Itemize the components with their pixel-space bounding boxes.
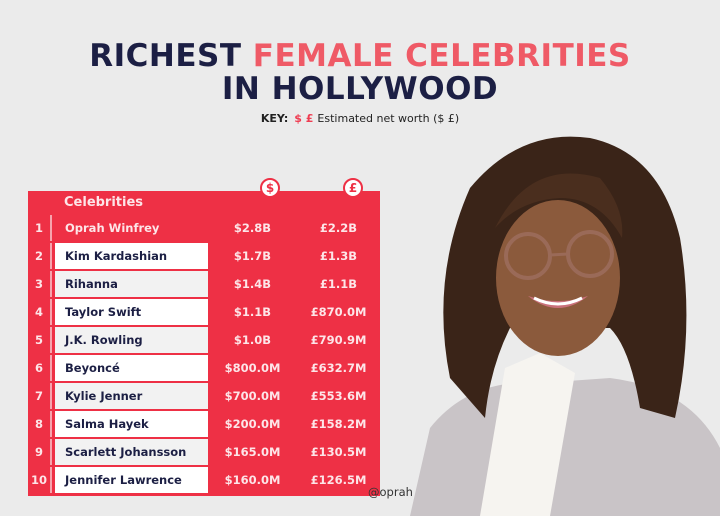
net-worth-gbp: £553.6M <box>297 383 380 409</box>
table-row: 2 Kim Kardashian $1.7B £1.3B <box>28 243 380 269</box>
table-row: 9 Scarlett Johansson $165.0M £130.5M <box>28 439 380 465</box>
rank: 4 <box>28 299 52 325</box>
header-celebrities: Celebrities <box>64 195 144 210</box>
rank: 8 <box>28 411 52 437</box>
table-row: 1 Oprah Winfrey $2.8B £2.2B <box>28 215 380 241</box>
celebrity-name: J.K. Rowling <box>55 327 208 353</box>
portrait-photo <box>410 136 720 516</box>
celebrity-name: Taylor Swift <box>55 299 208 325</box>
title-line-2: IN HOLLYWOOD <box>221 71 499 107</box>
key-label: KEY: <box>260 112 289 125</box>
net-worth-gbp: £1.1B <box>297 271 380 297</box>
celebrity-name: Kim Kardashian <box>55 243 208 269</box>
net-worth-usd: $1.1B <box>211 299 294 325</box>
infographic-title: RICHEST FEMALE CELEBRITIES IN HOLLYWOOD <box>0 40 720 106</box>
table-row: 4 Taylor Swift $1.1B £870.0M <box>28 299 380 325</box>
table-row: 7 Kylie Jenner $700.0M £553.6M <box>28 383 380 409</box>
net-worth-gbp: £2.2B <box>297 215 380 241</box>
table-row: 3 Rihanna $1.4B £1.1B <box>28 271 380 297</box>
rank: 2 <box>28 243 52 269</box>
net-worth-usd: $200.0M <box>211 411 294 437</box>
social-handle: @oprah <box>368 485 413 499</box>
legend-key: KEY: $ £ Estimated net worth ($ £) <box>0 112 720 125</box>
table-row: 10 Jennifer Lawrence $160.0M £126.5M <box>28 467 380 493</box>
net-worth-gbp: £126.5M <box>297 467 380 493</box>
net-worth-usd: $2.8B <box>211 215 294 241</box>
net-worth-usd: $1.7B <box>211 243 294 269</box>
net-worth-gbp: £790.9M <box>297 327 380 353</box>
key-description: Estimated net worth ($ £) <box>317 112 460 125</box>
rank: 3 <box>28 271 52 297</box>
celebrity-name: Kylie Jenner <box>55 383 208 409</box>
rank: 6 <box>28 355 52 381</box>
title-line-1: RICHEST FEMALE CELEBRITIES <box>0 40 720 73</box>
celebrity-name: Jennifer Lawrence <box>55 467 208 493</box>
net-worth-gbp: £632.7M <box>297 355 380 381</box>
table-header: Celebrities $ £ <box>28 178 380 215</box>
rankings-table: Celebrities $ £ 1 Oprah Winfrey $2.8B £2… <box>28 178 380 496</box>
net-worth-gbp: £130.5M <box>297 439 380 465</box>
net-worth-usd: $165.0M <box>211 439 294 465</box>
pound-icon: £ <box>343 178 363 198</box>
net-worth-usd: $700.0M <box>211 383 294 409</box>
rank: 1 <box>28 215 52 241</box>
table-body: 1 Oprah Winfrey $2.8B £2.2B 2 Kim Kardas… <box>28 215 380 493</box>
title-prefix: RICHEST <box>89 38 253 74</box>
net-worth-gbp: £158.2M <box>297 411 380 437</box>
celebrity-name: Rihanna <box>55 271 208 297</box>
net-worth-gbp: £870.0M <box>297 299 380 325</box>
rank: 9 <box>28 439 52 465</box>
celebrity-name: Beyoncé <box>55 355 208 381</box>
dollar-icon: $ <box>260 178 280 198</box>
celebrity-name: Salma Hayek <box>55 411 208 437</box>
net-worth-usd: $160.0M <box>211 467 294 493</box>
title-accent: FEMALE CELEBRITIES <box>252 38 631 74</box>
net-worth-usd: $1.4B <box>211 271 294 297</box>
rank: 10 <box>28 467 52 493</box>
rank: 7 <box>28 383 52 409</box>
net-worth-usd: $1.0B <box>211 327 294 353</box>
net-worth-gbp: £1.3B <box>297 243 380 269</box>
table-row: 5 J.K. Rowling $1.0B £790.9M <box>28 327 380 353</box>
celebrity-name: Scarlett Johansson <box>55 439 208 465</box>
rank: 5 <box>28 327 52 353</box>
table-row: 8 Salma Hayek $200.0M £158.2M <box>28 411 380 437</box>
currency-symbols-icon: $ £ <box>294 112 314 125</box>
celebrity-name: Oprah Winfrey <box>55 215 208 241</box>
net-worth-usd: $800.0M <box>211 355 294 381</box>
table-row: 6 Beyoncé $800.0M £632.7M <box>28 355 380 381</box>
